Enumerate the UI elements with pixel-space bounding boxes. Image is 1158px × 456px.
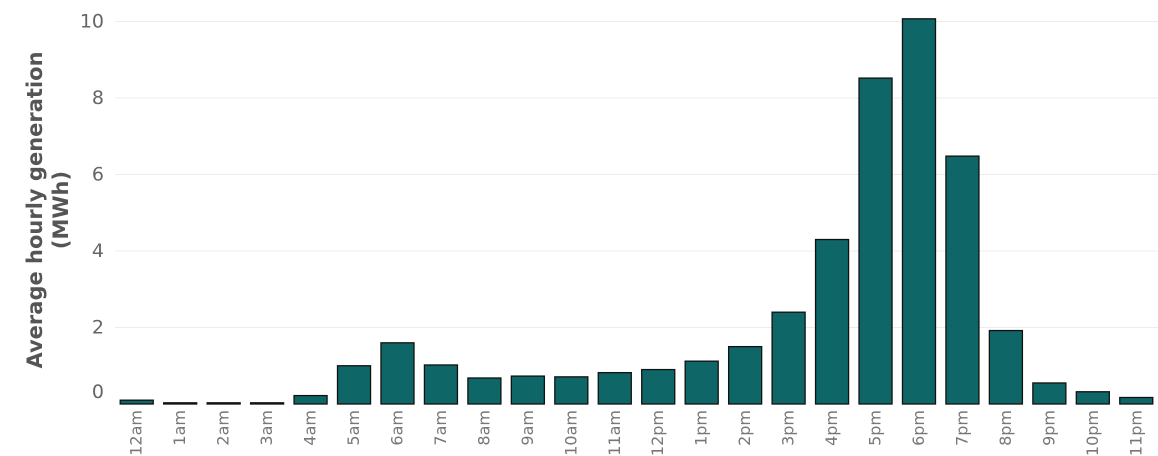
x-tick-label: 1am	[170, 410, 189, 446]
x-tick-label: 9pm	[1039, 410, 1058, 446]
x-tick-label: 10am	[561, 410, 580, 456]
y-tick-label: 8	[92, 87, 104, 109]
y-tick-label: 6	[92, 163, 104, 185]
bar-8am	[467, 377, 502, 405]
x-tick-label: 2am	[214, 410, 233, 446]
bar-3pm	[771, 311, 806, 405]
y-tick-label: 2	[92, 316, 104, 338]
x-tick-label: 10pm	[1083, 410, 1102, 456]
x-tick-label: 8am	[474, 410, 493, 446]
bar-12pm	[641, 368, 676, 405]
bar-6am	[380, 342, 415, 405]
y-axis-label-line-2: (MWh)	[49, 171, 73, 249]
bar-10am	[554, 376, 589, 405]
x-tick-label: 5pm	[866, 410, 885, 446]
y-axis-label-line-1: Average hourly generation	[23, 51, 47, 368]
y-tick-label: 0	[92, 381, 104, 403]
x-tick-label: 6am	[387, 410, 406, 446]
bar-4pm	[814, 238, 850, 405]
bar-11pm	[1119, 396, 1154, 405]
x-tick-label: 5am	[344, 410, 363, 446]
bar-1pm	[684, 360, 719, 405]
x-tick-label: 1pm	[692, 410, 711, 446]
bar-2pm	[727, 345, 763, 405]
bar-12am	[119, 399, 154, 405]
y-tick-label: 10	[80, 10, 104, 32]
bar-2am	[206, 402, 241, 405]
x-tick-label: 6pm	[909, 410, 928, 446]
bar-7am	[423, 364, 459, 405]
x-tick-label: 12pm	[648, 410, 667, 456]
x-tick-label: 12am	[127, 410, 146, 456]
x-tick-label: 7pm	[952, 410, 971, 446]
y-axis-ticks: 0 2 4 6 8 10	[80, 10, 104, 403]
bar-11am	[597, 371, 632, 405]
x-tick-label: 4pm	[822, 410, 841, 446]
bar-5pm	[858, 77, 893, 405]
y-tick-label: 4	[92, 240, 104, 262]
x-tick-label: 8pm	[996, 410, 1015, 446]
x-tick-label: 7am	[431, 410, 450, 446]
bar-7pm	[945, 155, 980, 405]
bar-9am	[510, 375, 546, 405]
x-tick-label: 3pm	[779, 410, 798, 446]
bar-3am	[249, 402, 285, 405]
bar-6pm	[901, 18, 937, 405]
bar-8pm	[988, 329, 1024, 405]
x-tick-label: 11am	[605, 410, 624, 456]
bar-9pm	[1032, 382, 1067, 405]
x-tick-label: 3am	[257, 410, 276, 446]
x-tick-label: 2pm	[735, 410, 754, 446]
gridlines	[115, 20, 1158, 328]
x-tick-label: 9am	[518, 410, 537, 446]
x-tick-label: 4am	[301, 410, 320, 446]
bar-10pm	[1075, 391, 1110, 405]
bar-5am	[336, 365, 372, 405]
x-tick-label: 11pm	[1126, 410, 1145, 456]
x-axis-ticks: 12am 1am 2am 3am 4am 5am 6am 7am 8am 9am 10am 11am 1…	[127, 410, 1146, 456]
bars	[119, 18, 1154, 405]
bar-4am	[293, 394, 328, 405]
bar-1am	[163, 402, 198, 405]
